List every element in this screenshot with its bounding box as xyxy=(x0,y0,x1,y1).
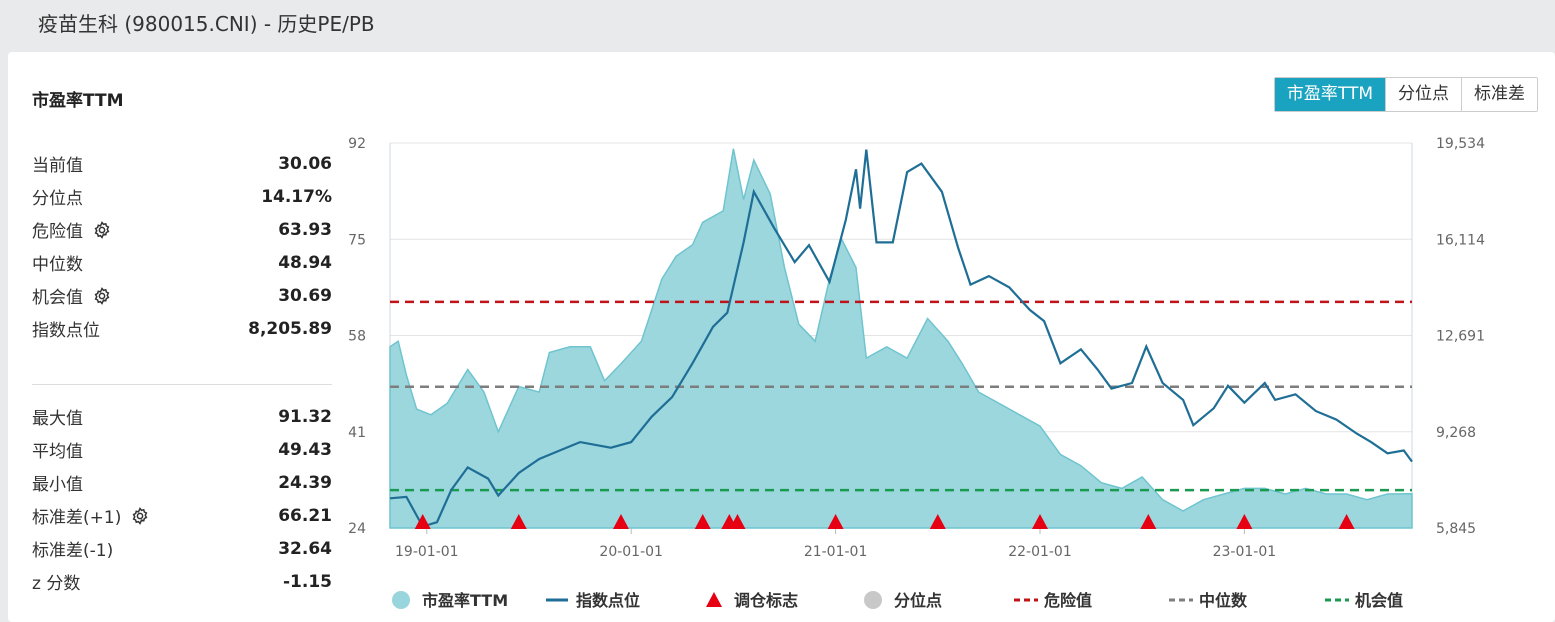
rebalance-marker xyxy=(1140,514,1157,529)
x-tick-label: 20-01-01 xyxy=(599,544,663,560)
stat-label: 当前值 xyxy=(32,156,83,176)
legend-label: 指数点位 xyxy=(576,591,640,610)
stats-divider xyxy=(32,384,332,385)
legend-label: 危险值 xyxy=(1044,591,1092,610)
stat-row: 指数点位 8,205.89 xyxy=(32,312,332,345)
gear-icon[interactable] xyxy=(93,220,111,239)
stat-row: 平均值 49.43 xyxy=(32,433,332,466)
current-stats: 当前值 30.06 分位点 14.17% 危险值 63.93 中位数 48.94 机会值 30.6… xyxy=(32,147,332,345)
legend-label: 调仓标志 xyxy=(734,591,798,610)
legend-label: 分位点 xyxy=(894,591,942,610)
stat-value: 30.06 xyxy=(278,153,332,174)
page-title: 疫苗生科 (980015.CNI) - 历史PE/PB xyxy=(38,12,375,36)
y-tick-label: 75 xyxy=(348,232,366,248)
stat-row: 危险值 63.93 xyxy=(32,213,332,246)
x-tick-label: 22-01-01 xyxy=(1008,544,1072,560)
tab-2[interactable]: 标准差 xyxy=(1461,78,1537,111)
tab-0[interactable]: 市盈率TTM xyxy=(1274,78,1385,111)
stat-value: 63.93 xyxy=(278,219,332,240)
summary-stats: 最大值 91.32 平均值 49.43 最小值 24.39 标准差(+1) 66.21 标准差(… xyxy=(32,400,332,598)
stat-label: z 分数 xyxy=(32,574,81,594)
stat-label: 最大值 xyxy=(32,409,83,429)
stat-label: 最小值 xyxy=(32,475,83,495)
stat-row: 中位数 48.94 xyxy=(32,246,332,279)
rebalance-marker xyxy=(1338,514,1355,529)
index-line-series xyxy=(389,149,1413,528)
y-tick-label: 92 xyxy=(348,136,366,152)
stat-value: 14.17% xyxy=(261,186,332,207)
stat-value: 8,205.89 xyxy=(248,318,332,339)
stat-value: 32.64 xyxy=(278,538,332,559)
pe-history-chart: 92 19,534 75 16,114 58 12,691 41 9,268 24 5,845 19… xyxy=(348,136,1485,610)
stat-value: 91.32 xyxy=(278,406,332,427)
stat-value: 66.21 xyxy=(278,505,332,526)
stat-row: 最大值 91.32 xyxy=(32,400,332,433)
stat-value: 30.69 xyxy=(278,285,332,306)
stat-row: 当前值 30.06 xyxy=(32,147,332,180)
stat-row: 最小值 24.39 xyxy=(32,466,332,499)
stat-label: 标准差(+1) xyxy=(32,508,122,528)
y-tick-label: 58 xyxy=(348,329,366,345)
legend-swatch xyxy=(392,591,410,609)
stat-label: 危险值 xyxy=(32,222,83,242)
panel-title: 市盈率TTM xyxy=(32,91,124,111)
stat-label: 平均值 xyxy=(32,442,83,462)
gear-icon[interactable] xyxy=(131,506,149,525)
stat-value: 49.43 xyxy=(278,439,332,460)
y-tick-label: 24 xyxy=(348,521,366,537)
stat-label: 分位点 xyxy=(32,189,83,209)
stat-row: 标准差(-1) 32.64 xyxy=(32,532,332,565)
rebalance-marker xyxy=(612,514,629,529)
stat-value: -1.15 xyxy=(283,571,332,592)
y2-tick-label: 9,268 xyxy=(1436,425,1476,441)
gear-icon[interactable] xyxy=(93,286,111,305)
y2-tick-label: 19,534 xyxy=(1436,136,1485,152)
stat-row: 标准差(+1) 66.21 xyxy=(32,499,332,532)
metric-tabs: 市盈率TTM 分位点 标准差 xyxy=(1273,77,1538,112)
stat-label: 中位数 xyxy=(32,255,83,275)
rebalance-marker xyxy=(827,514,844,529)
y-tick-label: 41 xyxy=(348,425,366,441)
stat-row: 分位点 14.17% xyxy=(32,180,332,213)
legend-swatch xyxy=(706,592,722,607)
rebalance-marker xyxy=(510,514,527,529)
x-tick-label: 21-01-01 xyxy=(804,544,868,560)
y2-tick-label: 16,114 xyxy=(1436,232,1485,248)
rebalance-marker xyxy=(929,514,946,529)
y2-tick-label: 12,691 xyxy=(1436,329,1485,345)
legend-label: 中位数 xyxy=(1199,591,1248,610)
legend-swatch xyxy=(864,591,882,609)
rebalance-marker xyxy=(1031,514,1048,529)
stat-label: 指数点位 xyxy=(32,321,100,341)
stat-label: 机会值 xyxy=(32,288,83,308)
rebalance-marker xyxy=(1236,514,1253,529)
x-tick-label: 19-01-01 xyxy=(395,544,459,560)
rebalance-marker xyxy=(414,514,431,529)
legend-label: 市盈率TTM xyxy=(422,591,508,610)
x-tick-label: 23-01-01 xyxy=(1213,544,1277,560)
y2-tick-label: 5,845 xyxy=(1436,521,1476,537)
stat-label: 标准差(-1) xyxy=(32,541,114,561)
tab-1[interactable]: 分位点 xyxy=(1385,78,1461,111)
legend-label: 机会值 xyxy=(1355,591,1403,610)
pe-panel: 市盈率TTM 市盈率TTM 分位点 标准差 当前值 30.06 分位点 14.17% 危险值… xyxy=(8,52,1555,622)
stat-value: 48.94 xyxy=(278,252,332,273)
stat-value: 24.39 xyxy=(278,472,332,493)
stat-row: 机会值 30.69 xyxy=(32,279,332,312)
rebalance-marker xyxy=(729,514,746,529)
stat-row: z 分数 -1.15 xyxy=(32,565,332,598)
rebalance-marker xyxy=(694,514,711,529)
